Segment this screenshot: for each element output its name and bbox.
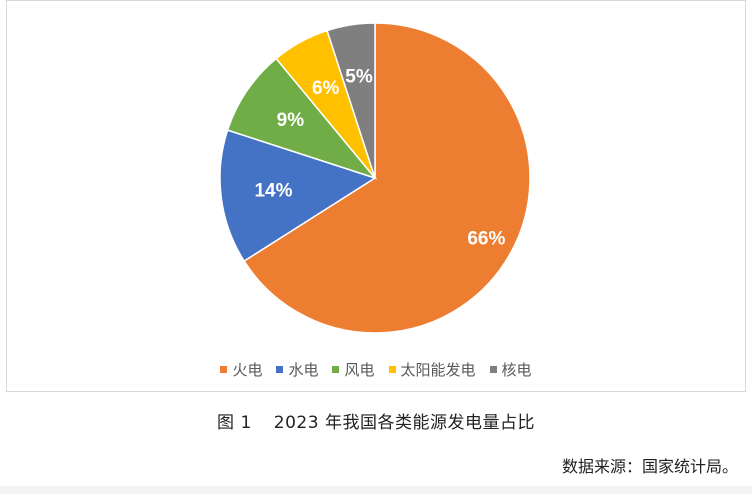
legend-label: 水电: [288, 361, 319, 379]
pie-slice-nuclear: [326, 22, 376, 179]
pie-slice-hydro: [219, 129, 377, 263]
legend-item-wind: 风电: [332, 359, 375, 380]
legend-item-nuclear: 核电: [489, 359, 532, 380]
data-label-hydro: 14%: [254, 180, 292, 201]
bottom-strip: [0, 486, 752, 494]
legend-item-thermal: 火电: [220, 359, 262, 380]
figure-caption: 图 1 2023 年我国各类能源发电量占比: [0, 408, 752, 433]
pie-slice-thermal: [243, 22, 531, 334]
data-label-nuclear: 5%: [345, 66, 373, 87]
chart-frame: 66% 14% 9% 6% 5% 火电 水电 风电 太阳能发电 核电: [6, 0, 746, 392]
legend-swatch: [388, 366, 396, 373]
legend-swatch: [332, 366, 340, 373]
legend-label: 风电: [344, 361, 375, 379]
chart-legend: 火电 水电 风电 太阳能发电 核电: [7, 359, 745, 380]
figure-number: 图 1: [217, 413, 252, 433]
legend-label: 核电: [501, 361, 532, 379]
data-source-note: 数据来源：国家统计局。: [561, 457, 738, 476]
legend-item-hydro: 水电: [276, 359, 318, 380]
legend-swatch: [220, 366, 228, 373]
legend-item-solar: 太阳能发电: [388, 359, 476, 380]
data-label-wind: 9%: [277, 110, 305, 131]
data-label-solar: 6%: [312, 78, 340, 99]
figure-title: 2023 年我国各类能源发电量占比: [273, 413, 535, 433]
legend-swatch: [276, 366, 284, 373]
pie-slice-wind: [226, 57, 378, 180]
legend-label: 火电: [232, 361, 263, 379]
pie-chart: 66% 14% 9% 6%5%: [219, 22, 531, 334]
data-label-thermal: 66%: [467, 229, 505, 250]
legend-swatch: [489, 366, 497, 373]
legend-label: 太阳能发电: [400, 361, 476, 379]
